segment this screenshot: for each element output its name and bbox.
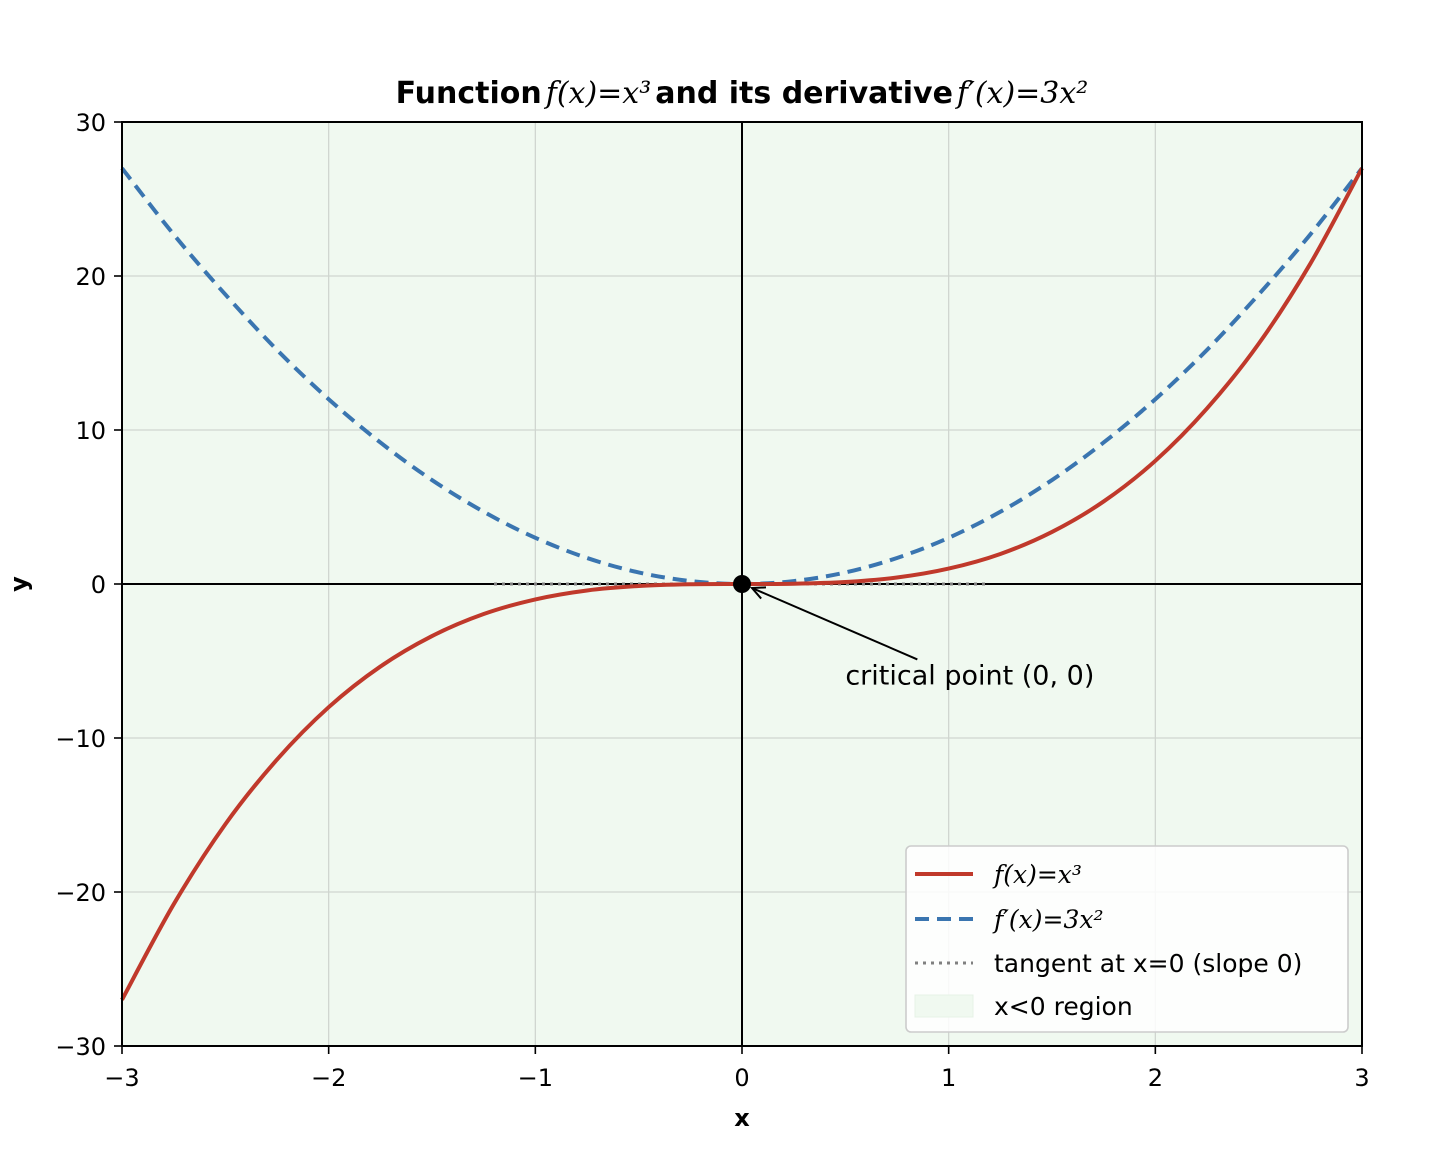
title-prefix: Function xyxy=(396,76,542,111)
title-derivative: f′(x)=3x² xyxy=(955,76,1088,111)
x-tick-label-2: −1 xyxy=(518,1064,553,1092)
title-function: f(x)=x³ xyxy=(544,76,652,111)
annotation-arrow-head xyxy=(749,586,767,600)
y-tick-label-2: −10 xyxy=(55,725,106,753)
x-tick-label-4: 1 xyxy=(941,1064,956,1092)
chart-title: Function f(x)=x³ and its derivative f′(x… xyxy=(396,76,1089,111)
annotation-text: critical point (0, 0) xyxy=(845,660,1094,691)
x-tick-label-3: 0 xyxy=(734,1064,749,1092)
y-tick-label-5: 20 xyxy=(75,263,106,291)
annotation-arrow-line xyxy=(751,587,918,661)
legend: f(x)=x³ f′(x)=3x² tangent at x=0 (slope 0)… xyxy=(905,845,1349,1033)
legend-box xyxy=(905,845,1349,1033)
x-tick-label-1: −2 xyxy=(311,1064,346,1092)
y-axis-label: y xyxy=(5,576,33,592)
annotation: critical point (0, 0) xyxy=(749,586,1094,691)
legend-label-2: tangent at x=0 (slope 0) xyxy=(994,949,1302,978)
legend-label-3: x<0 region xyxy=(994,992,1133,1021)
x-tick-label-6: 3 xyxy=(1354,1064,1369,1092)
y-tick-label-3: 0 xyxy=(91,571,106,599)
critical-point-marker xyxy=(733,575,751,593)
legend-label-1: f′(x)=3x² xyxy=(992,905,1104,934)
y-tick-label-1: −20 xyxy=(55,879,106,907)
x-tick-label-0: −3 xyxy=(104,1064,139,1092)
y-tick-label-0: −30 xyxy=(55,1033,106,1061)
title-middle: and its derivative xyxy=(655,76,953,111)
plot-area xyxy=(120,121,1364,1047)
legend-label-0: f(x)=x³ xyxy=(992,860,1082,889)
y-tick-label-6: 30 xyxy=(75,109,106,137)
y-tick-label-4: 10 xyxy=(75,417,106,445)
x-tick-label-5: 2 xyxy=(1148,1064,1163,1092)
legend-swatch-3 xyxy=(914,994,974,1018)
x-axis-label: x xyxy=(734,1104,750,1132)
